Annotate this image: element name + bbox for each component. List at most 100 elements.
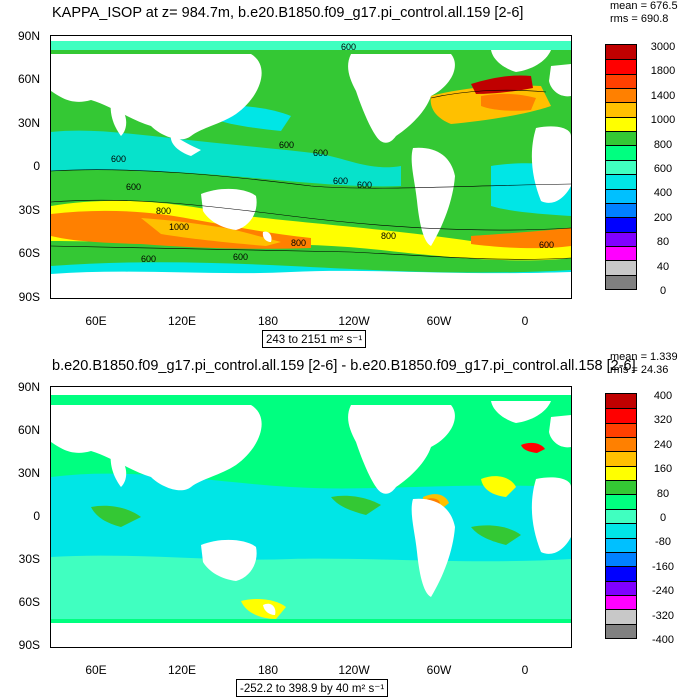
colorbar-tick-label: 320 [653, 414, 673, 427]
colorbar-cell [606, 465, 636, 481]
colorbar-cell [606, 88, 636, 103]
colorbar-tick-label: 0 [659, 512, 667, 524]
colorbar-cell [606, 551, 636, 567]
colorbar-cell [606, 159, 636, 175]
contour-label: 600 [341, 42, 357, 52]
colorbar-tick-label: 0 [659, 285, 667, 297]
stats-box: mean = 1.339 rms = 24.36 [610, 351, 678, 377]
lat-label: 0 [33, 509, 40, 523]
contour-label: 600 [141, 254, 157, 264]
colorbar-tick-label: 400 [653, 187, 673, 200]
lat-label: 90N [17, 29, 40, 43]
stats-box: mean = 676.5 rms = 690.8 [610, 0, 678, 26]
colorbar-cell [606, 394, 636, 409]
colorbar-cell [606, 45, 636, 60]
lat-label: 30N [17, 466, 40, 480]
lat-label: 30S [18, 203, 40, 217]
colorbar-cell [606, 274, 636, 289]
lat-label: 60N [17, 423, 40, 437]
contour-label: 600 [233, 252, 249, 262]
colorbar-cell [606, 609, 636, 624]
colorbar-tick-label: -400 [651, 634, 675, 646]
colorbar-tick-label: -80 [655, 536, 671, 549]
contour-label: 600 [357, 180, 373, 190]
lon-label: 0 [521, 663, 529, 677]
contour-label: 600 [279, 140, 295, 150]
colorbar-cell [606, 260, 636, 275]
colorbar-cell [606, 508, 636, 524]
colorbar [605, 393, 637, 639]
map-fill [51, 36, 571, 298]
lat-label: 90S [18, 638, 40, 652]
lon-label: 120W [338, 663, 370, 677]
panel-top: KAPPA_ISOP at z= 984.7m, b.e20.B1850.f09… [17, 0, 678, 348]
mean-value: mean = 1.339 [610, 351, 678, 363]
lon-label: 180 [257, 314, 279, 328]
contour-label: 800 [381, 231, 397, 241]
colorbar-tick-label: 1000 [650, 114, 676, 127]
colorbar-cell [606, 523, 636, 538]
colorbar-cell [606, 480, 636, 495]
colorbar-tick-label: 400 [653, 390, 673, 402]
colorbar-tick-label: 200 [653, 211, 673, 224]
contour-label: 600 [126, 182, 142, 192]
panel-bottom: b.e20.B1850.f09_g17.pi_control.all.159 [… [0, 350, 700, 700]
colorbar-cell [606, 217, 636, 232]
lat-label: 30N [17, 116, 40, 130]
contour-label: 1000 [169, 222, 190, 232]
lat-label: 0 [33, 159, 40, 173]
lon-label: 60E [85, 663, 107, 677]
colorbar-cell [606, 422, 636, 438]
map-fill [51, 387, 571, 647]
colorbar-cell [606, 408, 636, 423]
contour-label: 600 [313, 148, 329, 158]
lon-label: 180 [257, 663, 279, 677]
colorbar-tick-label: 160 [653, 463, 673, 476]
colorbar-tick-label: 80 [656, 236, 670, 249]
range-label: -252.2 to 398.9 by 40 m² s⁻¹ [236, 679, 389, 697]
lon-label: 120E [167, 314, 197, 328]
lat-label: 60S [18, 595, 40, 609]
lat-label: 60S [18, 246, 40, 260]
lon-label: 120W [338, 314, 370, 328]
colorbar-cell [606, 145, 636, 160]
colorbar-tick-label: 600 [653, 163, 673, 175]
colorbar-cell [606, 566, 636, 581]
colorbar-cell [606, 59, 636, 74]
colorbar-tick-label: 40 [656, 260, 670, 273]
colorbar-cell [606, 245, 636, 261]
contour-labels: 600 600 600 600 600 600 600 800 800 800 … [51, 36, 571, 298]
lon-label: 120E [167, 663, 197, 677]
colorbar-tick-label: -240 [651, 585, 675, 598]
mean-value: mean = 676.5 [610, 0, 678, 12]
colorbar-tick-label: 80 [656, 487, 670, 500]
colorbar-cell [606, 131, 636, 146]
colorbar-tick-label: 1800 [650, 65, 676, 78]
map-plot: 600 600 600 600 600 600 600 800 800 800 … [50, 35, 572, 299]
colorbar-cell [606, 102, 636, 117]
contour-label: 600 [111, 154, 127, 164]
map-plot [50, 386, 572, 648]
contour-label: 600 [333, 176, 349, 186]
panel-title: b.e20.B1850.f09_g17.pi_control.all.159 [… [52, 358, 636, 374]
rms-value: rms = 24.36 [610, 364, 669, 376]
colorbar-cell [606, 494, 636, 509]
lat-label: 90S [18, 290, 40, 304]
colorbar-cell [606, 451, 636, 466]
contour-label: 600 [539, 240, 555, 250]
range-label: 243 to 2151 m² s⁻¹ [262, 330, 367, 348]
colorbar-cell [606, 580, 636, 595]
colorbar-tick-label: 1400 [650, 89, 676, 102]
colorbar-cell [606, 116, 636, 132]
colorbar-cell [606, 202, 636, 218]
colorbar-cell [606, 594, 636, 610]
colorbar-cell [606, 73, 636, 89]
colorbar-cell [606, 188, 636, 203]
lon-label: 60W [426, 663, 452, 677]
lon-label: 60W [426, 314, 452, 328]
colorbar-tick-label: -320 [651, 609, 675, 622]
lat-label: 60N [17, 72, 40, 86]
contour-label: 800 [156, 206, 172, 216]
colorbar-cell [606, 537, 636, 552]
colorbar-cell [606, 623, 636, 638]
